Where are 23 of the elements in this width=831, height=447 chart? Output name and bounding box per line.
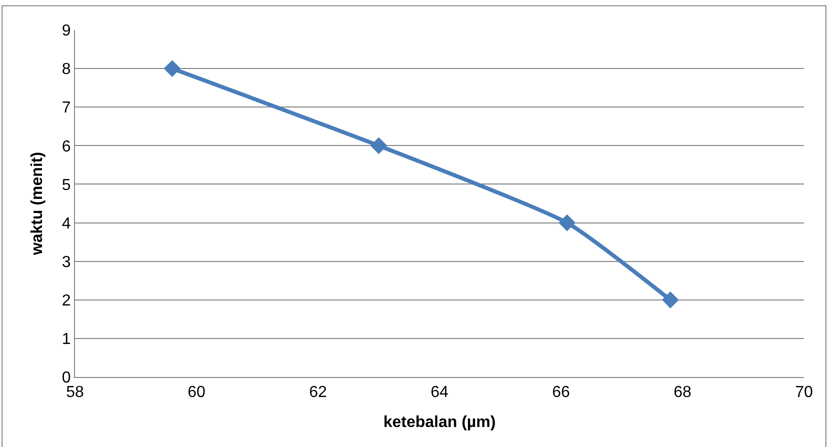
y-axis-title: waktu (menit) — [28, 152, 46, 256]
point — [558, 214, 576, 232]
x-axis-title: ketebalan (µm) — [383, 414, 496, 431]
y-tick-label: 9 — [62, 22, 71, 40]
point — [662, 291, 679, 308]
x-tick-label: 58 — [66, 384, 84, 402]
x-tick-label: 60 — [188, 384, 206, 402]
y-tick-label: 0 — [62, 370, 71, 387]
point — [164, 60, 181, 78]
y-tick-label: 2 — [62, 292, 71, 310]
y-tick-label: 4 — [62, 215, 71, 232]
x-tick-label: 66 — [552, 384, 570, 402]
y-tick-label: 3 — [62, 254, 71, 271]
y-tick-label: 7 — [62, 100, 71, 117]
point — [370, 137, 388, 154]
y-tick-label: 8 — [62, 61, 71, 78]
x-tick-label: 62 — [309, 384, 327, 402]
x-tick-label: 68 — [674, 384, 692, 402]
y-tick-label: 1 — [62, 331, 71, 348]
x-tick-label: 64 — [430, 384, 448, 402]
x-tick-label: 70 — [795, 384, 813, 402]
y-tick-label: 5 — [62, 176, 71, 194]
y-tick-label: 6 — [62, 138, 71, 156]
